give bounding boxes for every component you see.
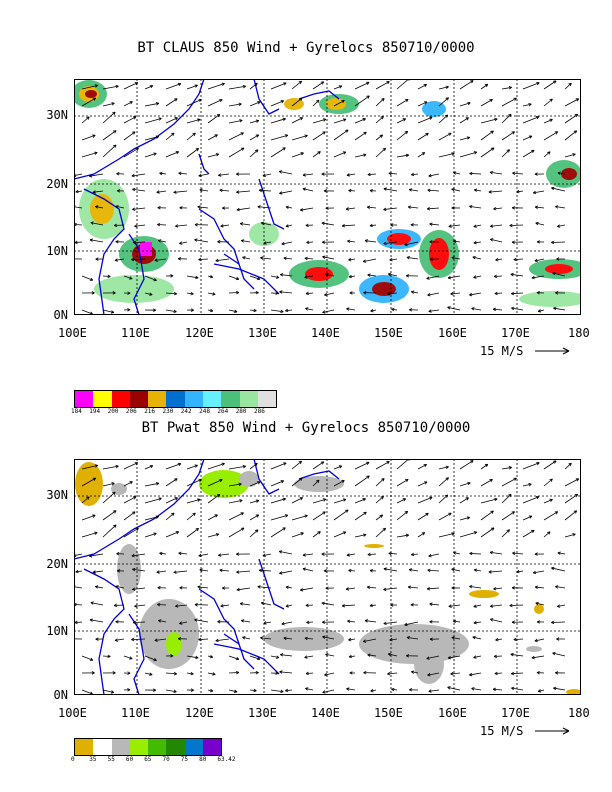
top-lon-label: 110E (121, 326, 150, 340)
legend-tick-label: 206 (125, 408, 137, 415)
top-cloud-field (74, 80, 581, 307)
bottom-wind-vectors (74, 459, 580, 695)
top-wind-vectors (74, 79, 580, 315)
bottom-scale-arrow (535, 727, 570, 735)
bottom-lon-label: 120E (185, 706, 214, 720)
legend-tick-label: 280 (235, 408, 247, 415)
top-coastline (74, 79, 340, 315)
top-legend-ticks: 184 194 200 206 216 230 242 248 264 280 286 (71, 408, 276, 416)
legend-tick-label: 286 (254, 408, 265, 415)
legend-tick-label: 216 (144, 408, 156, 415)
legend-tick-label: 60 (125, 756, 134, 763)
legend-swatch (166, 391, 185, 407)
legend-swatch (239, 391, 258, 407)
legend-swatch (166, 739, 185, 755)
legend-swatch (111, 739, 130, 755)
legend-swatch (257, 391, 277, 407)
top-lon-label: 170E (501, 326, 530, 340)
top-lon-label: 140E (311, 326, 340, 340)
legend-swatch (75, 739, 94, 755)
bottom-lat-label: 10N (46, 624, 68, 638)
legend-swatch (203, 739, 222, 755)
legend-tick-label: 55 (107, 756, 115, 763)
bottom-pwat-field (75, 462, 581, 695)
top-lat-label: 0N (53, 308, 68, 322)
legend-tick-label: 200 (107, 408, 119, 415)
legend-swatch (129, 739, 149, 755)
bottom-coastline (74, 459, 340, 695)
bottom-lon-label: 180 (568, 706, 590, 720)
bottom-lon-label: 160E (438, 706, 467, 720)
top-scale-label: 15 M/S (480, 344, 524, 358)
bottom-lon-label: 170E (501, 706, 530, 720)
bottom-scale-label: 15 M/S (480, 724, 524, 738)
legend-swatch (221, 391, 240, 407)
legend-swatch (203, 391, 222, 407)
legend-swatch (93, 391, 112, 407)
legend-tick-label: 242 (180, 408, 192, 415)
bottom-legend-ticks: 0 35 55 60 65 70 75 80 63.42 (71, 756, 276, 764)
top-lat-label: 30N (46, 108, 68, 122)
legend-swatch (93, 739, 112, 755)
legend-tick-label: 75 (180, 756, 189, 763)
top-legend (74, 390, 278, 408)
bottom-map (74, 459, 581, 695)
legend-swatch (184, 391, 204, 407)
legend-tick-label: 248 (199, 408, 210, 415)
top-lon-label: 150E (374, 326, 403, 340)
top-scale-arrow (535, 347, 570, 355)
legend-tick-label: 230 (162, 408, 174, 415)
legend-tick-label: 63.42 (217, 756, 236, 763)
legend-swatch (148, 739, 167, 755)
top-map (74, 79, 581, 315)
legend-swatch (75, 391, 94, 407)
bottom-lon-label: 110E (121, 706, 150, 720)
legend-swatch (184, 739, 204, 755)
legend-tick-label: 65 (144, 756, 152, 763)
bottom-lon-label: 140E (311, 706, 340, 720)
legend-swatch (129, 391, 149, 407)
bottom-lat-label: 20N (46, 557, 68, 571)
bottom-legend (74, 738, 223, 756)
bottom-grid (74, 459, 581, 695)
bottom-lat-label: 30N (46, 488, 68, 502)
legend-swatch (111, 391, 130, 407)
bottom-lon-label: 150E (374, 706, 403, 720)
top-lat-label: 10N (46, 244, 68, 258)
legend-tick-label: 0 (71, 756, 75, 763)
top-lon-label: 100E (58, 326, 87, 340)
top-lon-label: 160E (438, 326, 467, 340)
legend-tick-label: 264 (217, 408, 229, 415)
top-lat-label: 20N (46, 177, 68, 191)
legend-tick-label: 184 (71, 408, 82, 415)
legend-tick-label: 194 (89, 408, 101, 415)
bottom-map-title: BT Pwat 850 Wind + Gyrelocs 850710/0000 (141, 420, 471, 436)
top-map-title: BT CLAUS 850 Wind + Gyrelocs 850710/0000 (137, 40, 475, 56)
legend-tick-label: 35 (89, 756, 97, 763)
legend-tick-label: 70 (162, 756, 170, 763)
bottom-lat-label: 0N (53, 688, 68, 702)
top-lon-label: 130E (248, 326, 277, 340)
legend-swatch (148, 391, 167, 407)
legend-tick-label: 80 (199, 756, 207, 763)
top-lon-label: 180 (568, 326, 590, 340)
top-lon-label: 120E (185, 326, 214, 340)
bottom-lon-label: 130E (248, 706, 277, 720)
bottom-lon-label: 100E (58, 706, 87, 720)
